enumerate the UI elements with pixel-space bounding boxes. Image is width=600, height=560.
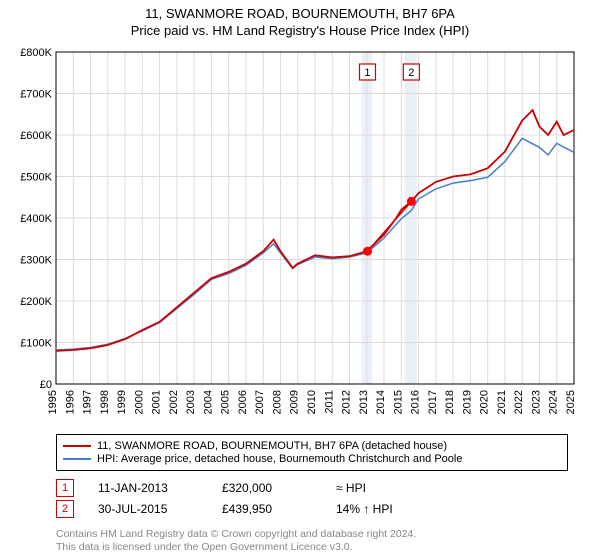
svg-text:2021: 2021 <box>496 390 508 414</box>
svg-text:2013: 2013 <box>358 390 370 414</box>
svg-text:2020: 2020 <box>479 390 491 414</box>
legend-label-hpi: HPI: Average price, detached house, Bour… <box>97 453 462 465</box>
svg-text:2008: 2008 <box>271 390 283 414</box>
svg-text:1995: 1995 <box>47 390 59 414</box>
footer-line2: This data is licensed under the Open Gov… <box>56 541 568 555</box>
svg-text:2015: 2015 <box>392 390 404 414</box>
transaction-marker-icon: 1 <box>56 479 74 497</box>
svg-text:2010: 2010 <box>306 390 318 414</box>
svg-text:2017: 2017 <box>427 390 439 414</box>
svg-text:2012: 2012 <box>341 390 353 414</box>
svg-text:2005: 2005 <box>220 390 232 414</box>
svg-text:£200K: £200K <box>20 296 52 308</box>
svg-text:2: 2 <box>408 67 414 79</box>
svg-text:2007: 2007 <box>254 390 266 414</box>
svg-text:2024: 2024 <box>548 390 560 414</box>
svg-text:1996: 1996 <box>64 390 76 414</box>
footer-attribution: Contains HM Land Registry data © Crown c… <box>56 528 568 555</box>
transactions-table: 1 11-JAN-2013 £320,000 ≈ HPI 2 30-JUL-20… <box>56 479 568 518</box>
transaction-price: £439,950 <box>222 502 312 516</box>
legend-swatch-hpi <box>63 458 91 460</box>
legend: 11, SWANMORE ROAD, BOURNEMOUTH, BH7 6PA … <box>56 434 568 471</box>
svg-text:2025: 2025 <box>565 390 577 414</box>
legend-swatch-property <box>63 445 91 447</box>
svg-text:2022: 2022 <box>513 390 525 414</box>
svg-text:2023: 2023 <box>530 390 542 414</box>
legend-label-property: 11, SWANMORE ROAD, BOURNEMOUTH, BH7 6PA … <box>97 440 447 452</box>
svg-text:£700K: £700K <box>20 88 52 100</box>
transaction-row: 1 11-JAN-2013 £320,000 ≈ HPI <box>56 479 568 497</box>
transaction-price: £320,000 <box>222 481 312 495</box>
transaction-marker-icon: 2 <box>56 500 74 518</box>
svg-text:2019: 2019 <box>461 390 473 414</box>
svg-text:2003: 2003 <box>185 390 197 414</box>
svg-text:2018: 2018 <box>444 390 456 414</box>
transaction-marker-label: 1 <box>62 482 68 494</box>
svg-text:£300K: £300K <box>20 254 52 266</box>
svg-text:2004: 2004 <box>202 390 214 414</box>
title-address: 11, SWANMORE ROAD, BOURNEMOUTH, BH7 6PA <box>0 6 600 23</box>
footer-line1: Contains HM Land Registry data © Crown c… <box>56 528 568 542</box>
svg-text:2001: 2001 <box>151 390 163 414</box>
svg-text:£100K: £100K <box>20 337 52 349</box>
transaction-date: 30-JUL-2015 <box>98 502 198 516</box>
svg-text:2002: 2002 <box>168 390 180 414</box>
svg-text:1997: 1997 <box>82 390 94 414</box>
legend-item-hpi: HPI: Average price, detached house, Bour… <box>63 453 561 465</box>
title-block: 11, SWANMORE ROAD, BOURNEMOUTH, BH7 6PA … <box>0 0 600 40</box>
svg-text:1999: 1999 <box>116 390 128 414</box>
transaction-diff: 14% ↑ HPI <box>336 502 393 516</box>
svg-text:2000: 2000 <box>133 390 145 414</box>
svg-text:2014: 2014 <box>375 390 387 414</box>
title-subtitle: Price paid vs. HM Land Registry's House … <box>0 23 600 40</box>
svg-text:2009: 2009 <box>289 390 301 414</box>
svg-text:£0: £0 <box>40 379 52 391</box>
svg-text:£400K: £400K <box>20 213 52 225</box>
svg-text:£800K: £800K <box>20 47 52 59</box>
transaction-row: 2 30-JUL-2015 £439,950 14% ↑ HPI <box>56 500 568 518</box>
transaction-marker-label: 2 <box>62 503 68 515</box>
transaction-date: 11-JAN-2013 <box>98 481 198 495</box>
legend-item-property: 11, SWANMORE ROAD, BOURNEMOUTH, BH7 6PA … <box>63 440 561 452</box>
chart-container: 11, SWANMORE ROAD, BOURNEMOUTH, BH7 6PA … <box>0 0 600 560</box>
transaction-diff: ≈ HPI <box>336 481 366 495</box>
chart-area: £0 £100K £200K £300K £400K £500K £600K £700K £80… <box>12 44 588 428</box>
svg-text:1: 1 <box>364 67 370 79</box>
svg-text:1998: 1998 <box>99 390 111 414</box>
svg-text:2016: 2016 <box>410 390 422 414</box>
svg-text:2006: 2006 <box>237 390 249 414</box>
svg-text:£500K: £500K <box>20 171 52 183</box>
price-chart-svg: £0 £100K £200K £300K £400K £500K £600K £700K £80… <box>12 44 588 428</box>
svg-text:£600K: £600K <box>20 130 52 142</box>
svg-text:2011: 2011 <box>323 390 335 414</box>
